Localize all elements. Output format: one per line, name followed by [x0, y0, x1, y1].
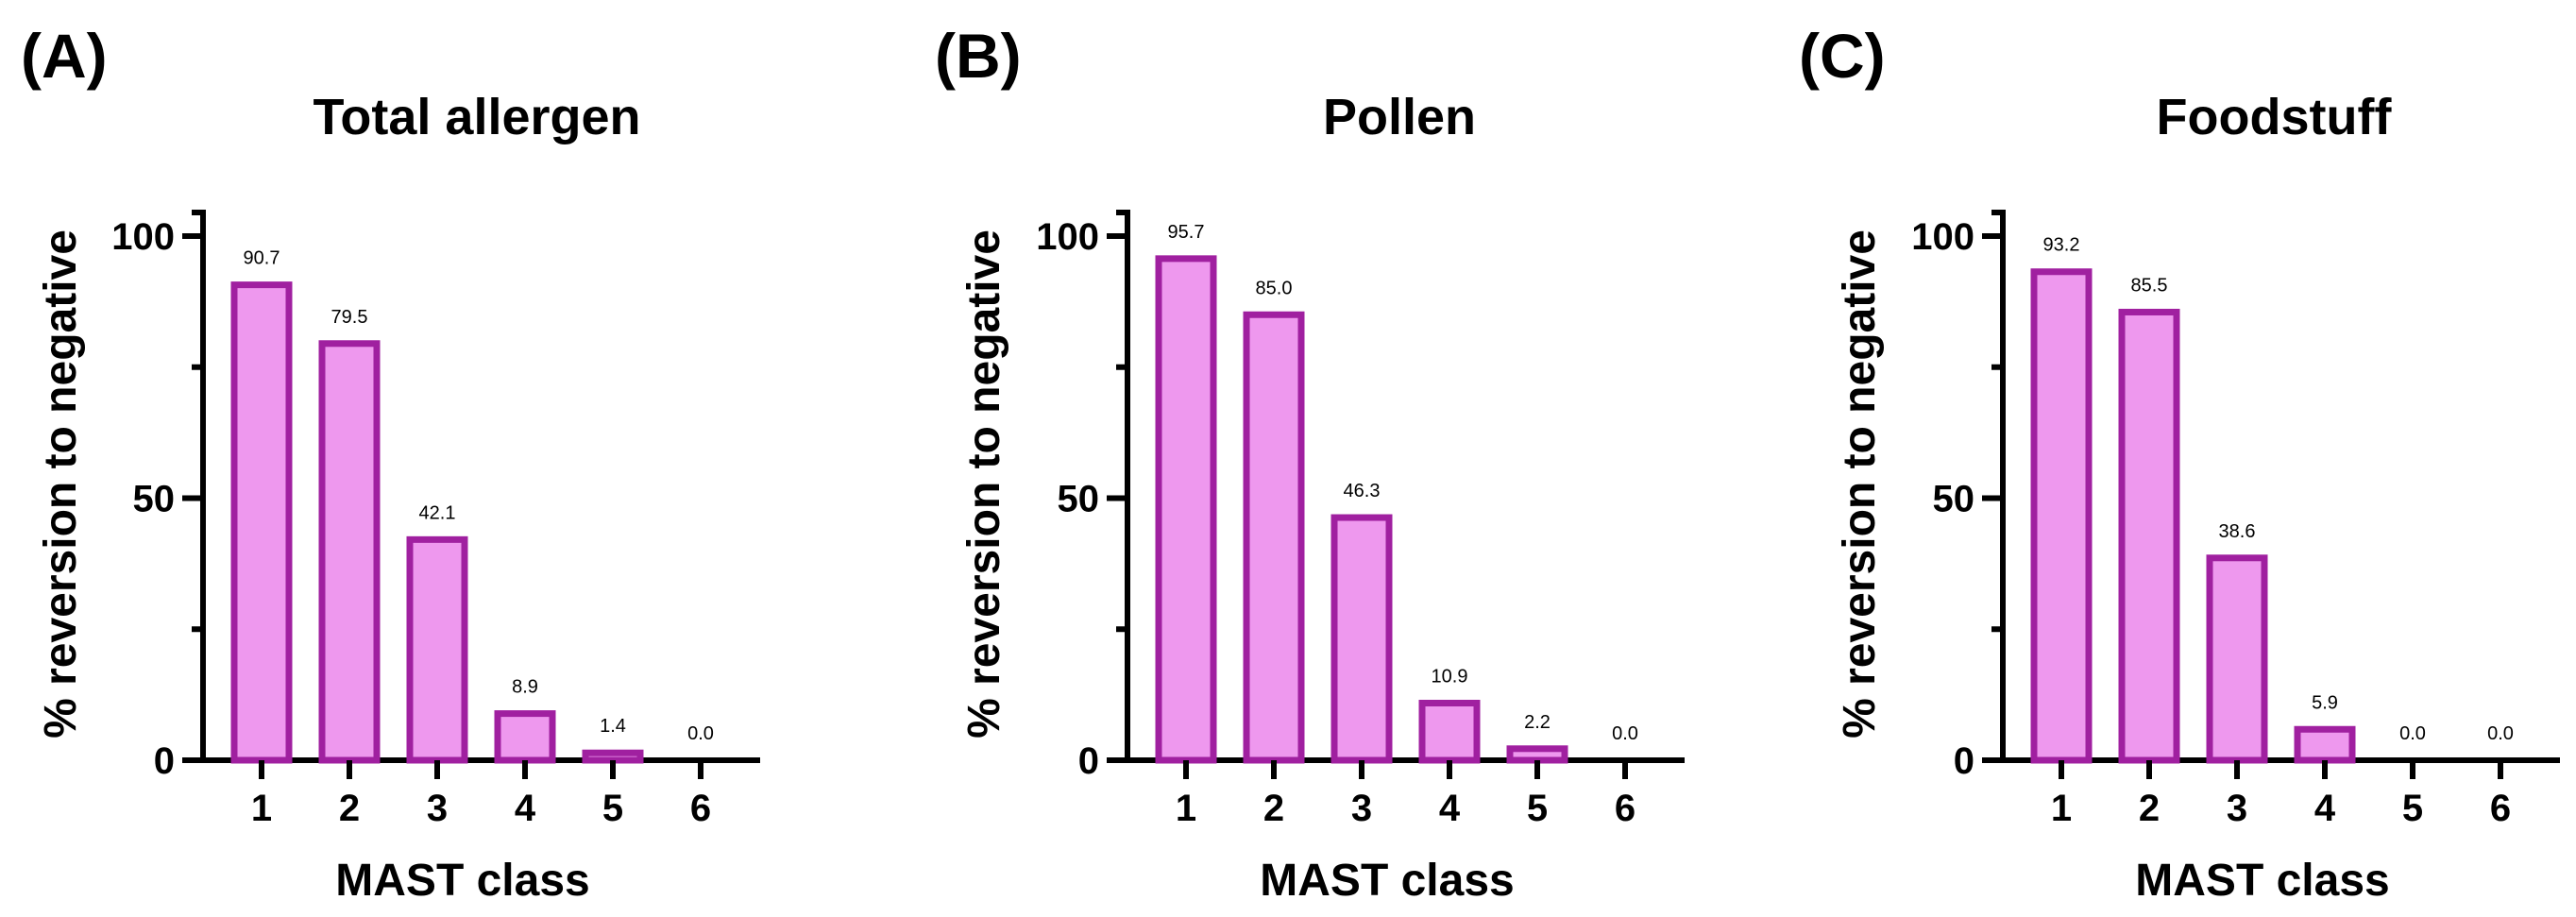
- data-label: 38.6: [2219, 521, 2256, 542]
- y-tick-label: 50: [1933, 479, 1975, 520]
- y-axis-title: % reversion to negative: [1835, 229, 1885, 739]
- bar: [406, 535, 468, 764]
- bar: [2294, 725, 2356, 764]
- bar: [230, 281, 293, 764]
- data-label: 79.5: [331, 307, 368, 328]
- bar: [582, 749, 644, 764]
- bar: [1418, 700, 1481, 764]
- chart-panel-2: (B) Pollen % reversion to negative MAST cla…: [935, 21, 1685, 906]
- x-tick-label: 4: [2314, 788, 2336, 829]
- chart-title: Total allergen: [313, 89, 640, 145]
- x-tick-label: 6: [690, 788, 711, 829]
- panel-label: (C): [1799, 21, 1886, 91]
- chart-panel-1: (A) Total allergen % reversion to negative…: [21, 21, 760, 906]
- data-label: 85.0: [1256, 278, 1293, 298]
- y-axis-title: % reversion to negative: [36, 229, 86, 739]
- y-tick-label: 100: [111, 216, 175, 258]
- y-axis-title: % reversion to negative: [959, 229, 1009, 739]
- data-label: 93.2: [2043, 235, 2080, 256]
- bar: [494, 710, 556, 764]
- data-label: 5.9: [2312, 692, 2338, 713]
- x-tick-label: 5: [2402, 788, 2423, 829]
- x-tick-label: 4: [515, 788, 536, 829]
- data-label: 1.4: [600, 716, 626, 737]
- x-tick-label: 5: [1527, 788, 1548, 829]
- data-label: 46.3: [1344, 481, 1381, 501]
- y-tick-label: 50: [133, 479, 176, 520]
- y-tick-label: 100: [1036, 216, 1099, 258]
- data-label: 2.2: [1524, 712, 1551, 733]
- y-tick-label: 0: [1078, 740, 1099, 782]
- bar: [1155, 255, 1217, 764]
- x-axis-title: MAST class: [335, 856, 589, 906]
- x-tick-label: 3: [1351, 788, 1372, 829]
- chart-title: Foodstuff: [2157, 89, 2393, 145]
- data-label: 90.7: [244, 248, 280, 269]
- panel-label: (B): [935, 21, 1022, 91]
- bar: [318, 340, 381, 764]
- data-label: 0.0: [2399, 723, 2426, 744]
- y-tick-label: 100: [1911, 216, 1974, 258]
- bar: [2206, 554, 2268, 764]
- data-label: 0.0: [2487, 723, 2514, 744]
- x-tick-label: 2: [2139, 788, 2160, 829]
- bar: [2030, 268, 2093, 764]
- x-tick-label: 5: [602, 788, 623, 829]
- x-tick-label: 2: [1263, 788, 1284, 829]
- x-tick-label: 6: [2490, 788, 2511, 829]
- x-tick-label: 3: [427, 788, 448, 829]
- bar: [1330, 514, 1393, 764]
- x-tick-label: 6: [1615, 788, 1635, 829]
- panel-label: (A): [21, 21, 108, 91]
- data-label: 42.1: [419, 502, 456, 523]
- x-tick-label: 3: [2227, 788, 2247, 829]
- y-tick-label: 50: [1058, 479, 1100, 520]
- y-tick-label: 0: [154, 740, 175, 782]
- x-tick-label: 2: [339, 788, 360, 829]
- y-tick-label: 0: [1954, 740, 1974, 782]
- bar: [2118, 308, 2180, 764]
- data-label: 95.7: [1168, 222, 1205, 243]
- chart-panel-3: (C) Foodstuff % reversion to negative MAST …: [1799, 21, 2560, 906]
- x-tick-label: 4: [1439, 788, 1461, 829]
- data-label: 8.9: [512, 677, 538, 698]
- x-tick-label: 1: [1176, 788, 1196, 829]
- x-tick-label: 1: [251, 788, 272, 829]
- bar: [1243, 311, 1305, 764]
- chart-title: Pollen: [1323, 89, 1476, 145]
- data-label: 10.9: [1432, 667, 1468, 688]
- x-tick-label: 1: [2051, 788, 2072, 829]
- data-label: 0.0: [687, 723, 714, 744]
- x-axis-title: MAST class: [2135, 856, 2389, 906]
- data-label: 0.0: [1612, 723, 1638, 744]
- data-label: 85.5: [2131, 275, 2168, 296]
- x-axis-title: MAST class: [1260, 856, 1514, 906]
- bar: [1506, 745, 1568, 764]
